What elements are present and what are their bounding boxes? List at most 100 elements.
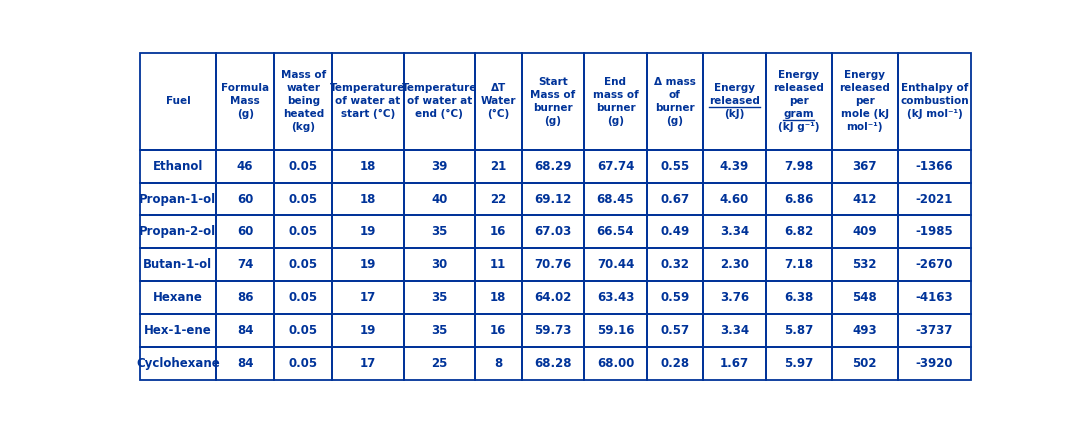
Bar: [521, 347, 584, 380]
Text: 25: 25: [431, 357, 448, 370]
Text: start (°C): start (°C): [340, 109, 396, 119]
Text: (g): (g): [544, 116, 562, 126]
Text: 40: 40: [431, 193, 448, 205]
Text: -1366: -1366: [916, 160, 953, 172]
Bar: [831, 281, 898, 314]
Bar: [584, 347, 647, 380]
Bar: [584, 215, 647, 248]
Text: 18: 18: [360, 160, 376, 172]
Bar: [333, 215, 403, 248]
Text: 0.59: 0.59: [660, 291, 689, 304]
Text: (kg): (kg): [292, 122, 315, 133]
Text: 6.38: 6.38: [784, 291, 813, 304]
Text: 68.00: 68.00: [597, 357, 634, 370]
Text: Water: Water: [480, 97, 516, 106]
Text: 69.12: 69.12: [534, 193, 571, 205]
Bar: [898, 215, 971, 248]
Text: mole (kJ: mole (kJ: [840, 109, 889, 119]
Text: 18: 18: [360, 193, 376, 205]
Bar: [475, 150, 521, 183]
Bar: [403, 281, 475, 314]
Bar: [403, 347, 475, 380]
Text: 68.29: 68.29: [534, 160, 571, 172]
Text: Mass: Mass: [230, 97, 260, 106]
Bar: [765, 248, 831, 281]
Bar: [831, 53, 898, 150]
Text: 6.82: 6.82: [784, 226, 813, 239]
Text: 5.87: 5.87: [784, 324, 813, 337]
Text: (g): (g): [236, 109, 254, 119]
Text: 0.55: 0.55: [660, 160, 689, 172]
Text: 35: 35: [431, 324, 448, 337]
Text: burner: burner: [655, 103, 695, 113]
Bar: [647, 314, 704, 347]
Bar: [274, 347, 333, 380]
Text: end (°C): end (°C): [415, 109, 463, 119]
Text: 0.28: 0.28: [660, 357, 689, 370]
Text: 60: 60: [237, 193, 254, 205]
Bar: [521, 150, 584, 183]
Text: -2670: -2670: [916, 258, 953, 272]
Text: 70.76: 70.76: [534, 258, 571, 272]
Bar: [274, 281, 333, 314]
Text: -3920: -3920: [916, 357, 953, 370]
Bar: [831, 347, 898, 380]
Bar: [898, 53, 971, 150]
Text: mass of: mass of: [593, 90, 638, 100]
Text: 16: 16: [490, 226, 506, 239]
Text: 39: 39: [431, 160, 448, 172]
Bar: [647, 150, 704, 183]
Bar: [475, 53, 521, 150]
Bar: [140, 314, 216, 347]
Bar: [333, 314, 403, 347]
Bar: [765, 281, 831, 314]
Bar: [898, 150, 971, 183]
Text: 63.43: 63.43: [597, 291, 634, 304]
Text: burner: burner: [595, 103, 635, 113]
Bar: [521, 53, 584, 150]
Bar: [140, 281, 216, 314]
Text: 59.73: 59.73: [534, 324, 571, 337]
Bar: [521, 183, 584, 215]
Bar: [333, 281, 403, 314]
Bar: [403, 150, 475, 183]
Text: 46: 46: [237, 160, 254, 172]
Bar: [765, 150, 831, 183]
Bar: [647, 215, 704, 248]
Text: of water at: of water at: [335, 97, 401, 106]
Bar: [475, 347, 521, 380]
Text: 0.05: 0.05: [288, 291, 318, 304]
Bar: [765, 53, 831, 150]
Bar: [216, 150, 274, 183]
Text: released: released: [773, 83, 824, 94]
Bar: [831, 150, 898, 183]
Bar: [216, 215, 274, 248]
Bar: [475, 248, 521, 281]
Text: 4.60: 4.60: [720, 193, 749, 205]
Text: 68.45: 68.45: [596, 193, 634, 205]
Bar: [898, 347, 971, 380]
Bar: [704, 248, 765, 281]
Bar: [140, 347, 216, 380]
Bar: [333, 150, 403, 183]
Text: (kJ g⁻¹): (kJ g⁻¹): [778, 122, 820, 133]
Text: 67.03: 67.03: [534, 226, 571, 239]
Text: 21: 21: [490, 160, 506, 172]
Text: (g): (g): [607, 116, 624, 126]
Text: 0.32: 0.32: [660, 258, 689, 272]
Text: 4.39: 4.39: [720, 160, 749, 172]
Text: 11: 11: [490, 258, 506, 272]
Bar: [274, 183, 333, 215]
Bar: [704, 53, 765, 150]
Text: Temperature: Temperature: [331, 83, 405, 94]
Bar: [831, 248, 898, 281]
Bar: [403, 53, 475, 150]
Bar: [584, 248, 647, 281]
Bar: [521, 215, 584, 248]
Text: Hex-1-ene: Hex-1-ene: [144, 324, 211, 337]
Bar: [704, 347, 765, 380]
Text: released: released: [709, 97, 760, 106]
Text: Enthalpy of: Enthalpy of: [901, 83, 968, 94]
Bar: [216, 281, 274, 314]
Text: 66.54: 66.54: [596, 226, 634, 239]
